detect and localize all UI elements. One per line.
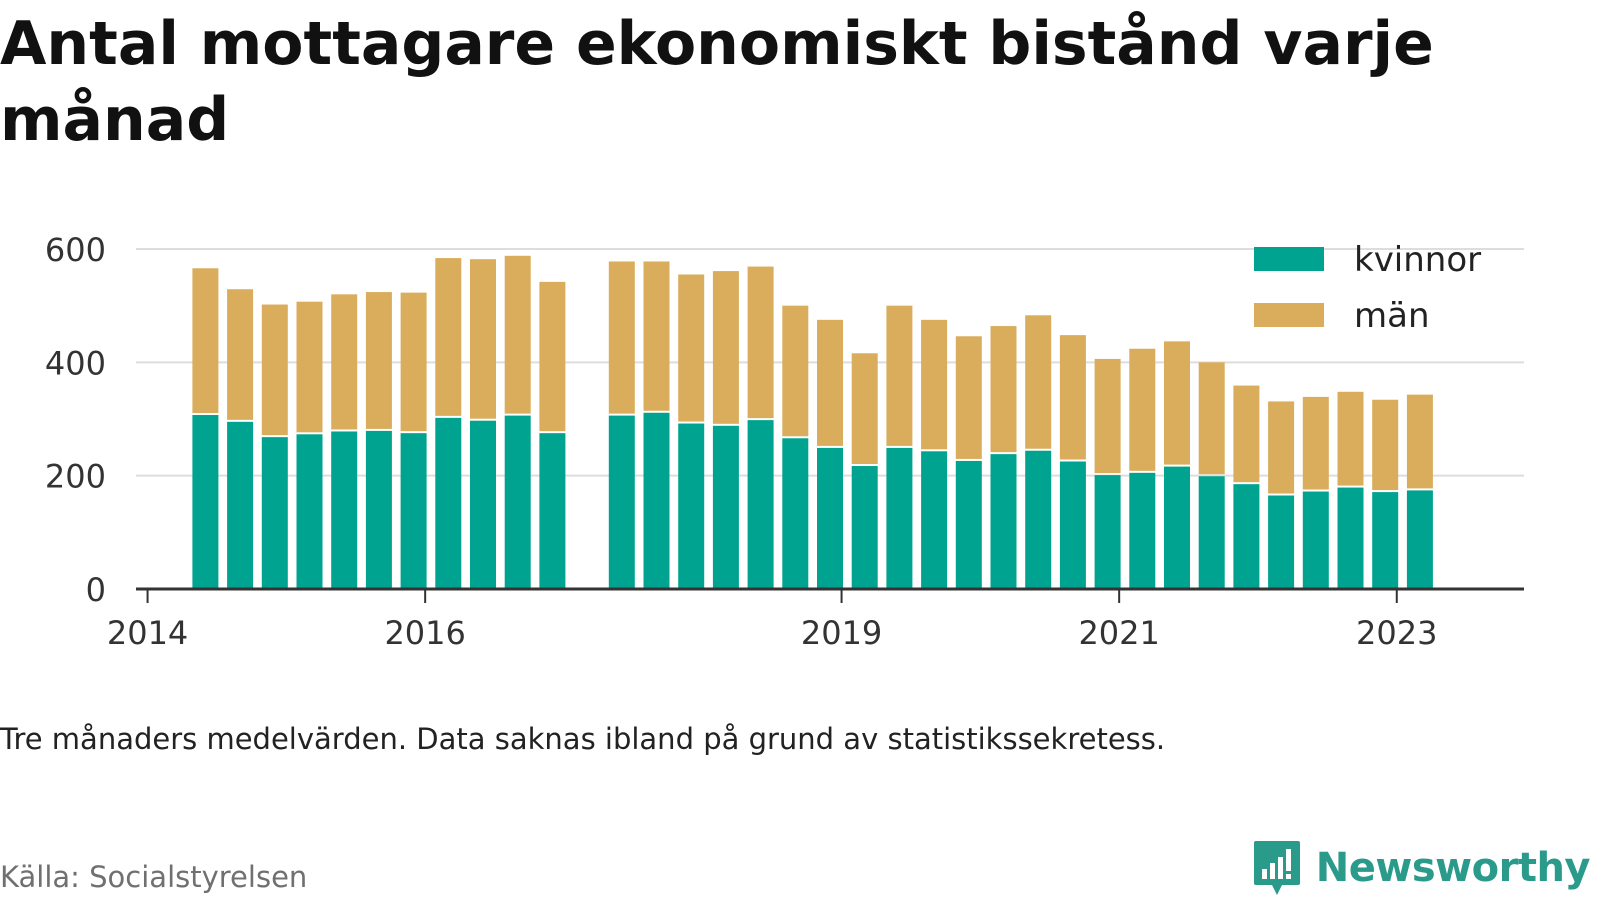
bar-segment-man [1198, 362, 1225, 475]
bar-segment-kvinnor [1025, 450, 1052, 589]
y-tick-label: 0 [86, 571, 106, 609]
bar-segment-man [1372, 399, 1399, 491]
bar-segment-man [782, 305, 809, 437]
bar-segment-man [1406, 394, 1433, 489]
legend-label: kvinnor [1354, 240, 1481, 280]
bar-segment-kvinnor [1094, 475, 1121, 589]
chart-title: Antal mottagare ekonomiskt bistånd varje… [0, 9, 1434, 155]
bar-segment-kvinnor [1198, 476, 1225, 589]
bar-segment-kvinnor [1164, 466, 1190, 589]
stacked-bar-chart: 0 200 400 600 2014 2016 2019 2021 2023 kvinnor m… [45, 231, 1524, 652]
bar-segment-man [435, 258, 462, 416]
bar-segment-kvinnor [1129, 472, 1156, 589]
bar-segment-kvinnor [921, 451, 948, 589]
legend-swatch-kvinnor [1254, 247, 1324, 271]
bar-segment-kvinnor [990, 454, 1017, 589]
bar-segment-kvinnor [712, 425, 739, 589]
bar-segment-kvinnor [365, 430, 392, 589]
x-tick-label: 2014 [107, 614, 188, 652]
bar-segment-kvinnor [331, 431, 358, 589]
bar-segment-kvinnor [400, 433, 427, 589]
bar-segment-man [365, 292, 392, 429]
bar-segment-man [470, 259, 496, 419]
bar-segment-man [712, 271, 739, 424]
bar-segment-man [921, 319, 948, 450]
bar-segment-kvinnor [1302, 491, 1329, 589]
bar-segment-kvinnor [504, 415, 531, 589]
bar-segment-kvinnor [227, 421, 254, 589]
bar-segment-kvinnor [1406, 490, 1433, 589]
bar-segment-kvinnor [435, 417, 462, 589]
legend-label: män [1354, 296, 1430, 336]
y-axis-ticks: 0 200 400 600 [45, 231, 106, 609]
bar-segment-kvinnor [296, 434, 323, 589]
bar-segment-man [192, 268, 219, 414]
bar-segment-man [1059, 335, 1086, 460]
bar-segment-man [261, 304, 288, 436]
bar-segment-man [817, 319, 843, 446]
bar-segment-man [851, 353, 878, 465]
bar-segment-man [296, 301, 323, 433]
bar-segment-kvinnor [539, 433, 566, 589]
bar-segment-man [990, 326, 1017, 453]
bar-segment-man [608, 261, 635, 414]
y-tick-label: 200 [45, 458, 106, 496]
brand-logo[interactable]: Newsworthy [1252, 838, 1591, 898]
bar-segment-man [400, 292, 427, 432]
bar-segment-man [643, 261, 670, 411]
bar-segment-man [504, 255, 531, 414]
legend-swatch-man [1254, 303, 1324, 327]
bar-segment-kvinnor [851, 466, 878, 589]
bar-segment-kvinnor [261, 437, 288, 589]
y-tick-label: 600 [45, 231, 106, 269]
chart-note: Tre månaders medelvärden. Data saknas ib… [0, 722, 1166, 756]
bar-segment-kvinnor [782, 438, 809, 589]
bar-segment-man [1268, 401, 1295, 494]
bar-segment-man [331, 294, 358, 430]
bar-segment-man [1233, 385, 1260, 483]
bar-segment-kvinnor [955, 460, 982, 589]
brand-name: Newsworthy [1315, 845, 1591, 891]
bar-segment-man [955, 336, 982, 459]
bar-segment-kvinnor [817, 447, 843, 589]
x-axis-ticks: 2014 2016 2019 2021 2023 [107, 589, 1437, 652]
bar-segment-kvinnor [192, 415, 219, 589]
bar-segment-man [1337, 391, 1364, 486]
bar-segment-man [539, 281, 566, 432]
source-credit: Källa: Socialstyrelsen [0, 860, 308, 894]
bar-segment-kvinnor [1337, 487, 1364, 589]
x-tick-label: 2016 [384, 614, 465, 652]
bar-segment-man [678, 274, 705, 422]
bar-segment-kvinnor [1059, 461, 1086, 589]
bar-segment-kvinnor [747, 420, 774, 589]
x-tick-label: 2021 [1078, 614, 1159, 652]
bar-segment-man [886, 305, 913, 446]
bars [192, 255, 1433, 589]
bar-segment-kvinnor [1268, 495, 1295, 589]
bar-segment-man [747, 266, 774, 419]
bar-segment-kvinnor [608, 415, 635, 589]
bar-segment-man [1164, 341, 1190, 465]
bar-segment-kvinnor [678, 423, 705, 589]
bar-segment-kvinnor [470, 420, 496, 589]
bar-segment-man [227, 289, 254, 420]
x-tick-label: 2023 [1356, 614, 1437, 652]
legend: kvinnor män [1254, 240, 1481, 336]
bar-segment-man [1129, 348, 1156, 471]
bar-chart-speech-bubble-icon [1253, 841, 1300, 895]
bar-segment-man [1094, 358, 1121, 474]
bar-segment-kvinnor [886, 447, 913, 589]
bar-segment-man [1025, 315, 1052, 449]
bar-segment-kvinnor [1233, 484, 1260, 589]
bar-segment-kvinnor [643, 412, 670, 589]
bar-segment-kvinnor [1372, 492, 1399, 589]
bar-segment-man [1302, 396, 1329, 490]
x-tick-label: 2019 [801, 614, 882, 652]
y-tick-label: 400 [45, 344, 106, 382]
